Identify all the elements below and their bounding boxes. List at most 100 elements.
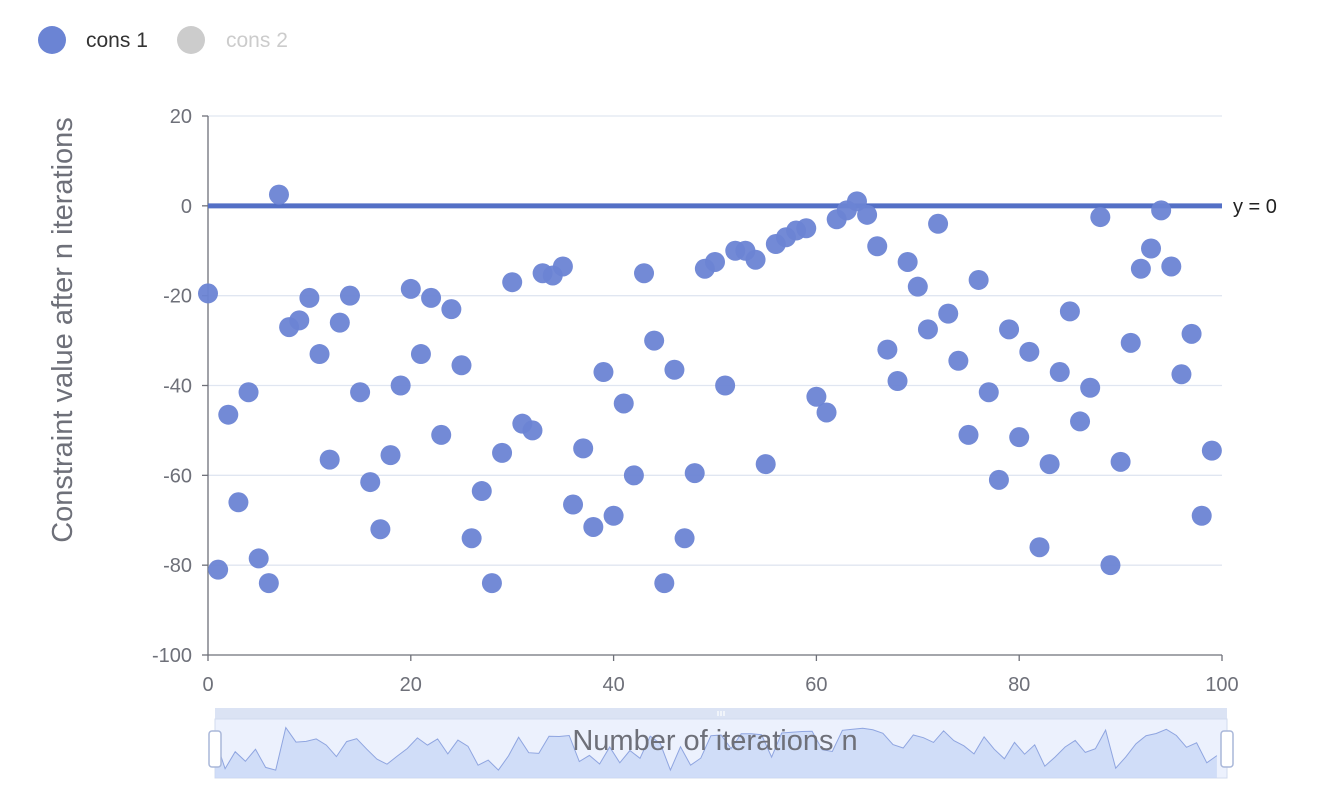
scatter-point bbox=[1019, 341, 1040, 362]
y-tick-label: 20 bbox=[170, 106, 192, 128]
scatter-point bbox=[268, 184, 289, 205]
scatter-point bbox=[1110, 451, 1131, 472]
scatter-point bbox=[198, 283, 218, 304]
scatter-point bbox=[928, 213, 949, 234]
x-axis-title: Number of iterations n bbox=[572, 725, 857, 757]
scatter-point bbox=[603, 505, 624, 526]
scatter-point bbox=[451, 355, 472, 376]
scatter-point bbox=[502, 272, 523, 293]
x-tick-label: 60 bbox=[805, 674, 827, 696]
scatter-point bbox=[1171, 364, 1192, 385]
datazoom-preview-line bbox=[214, 726, 1218, 772]
scatter-point bbox=[887, 371, 908, 392]
scatter-point bbox=[796, 218, 817, 239]
scatter-point bbox=[400, 278, 421, 299]
scatter-point bbox=[897, 251, 918, 272]
scatter-point bbox=[654, 573, 675, 594]
scatter-point bbox=[370, 519, 391, 540]
scatter-point bbox=[238, 382, 259, 403]
scatter-point bbox=[1100, 555, 1121, 576]
y-axis-title: Constraint value after n iterations bbox=[47, 117, 79, 543]
datazoom-handle-left[interactable] bbox=[208, 730, 222, 768]
legend-marker-cons-1[interactable] bbox=[38, 26, 66, 54]
y-tick-label: -20 bbox=[163, 286, 192, 308]
scatter-point bbox=[309, 344, 330, 365]
scatter-point bbox=[1090, 207, 1111, 228]
scatter-point bbox=[684, 463, 705, 484]
scatter-point bbox=[968, 269, 989, 290]
scatter-point bbox=[1059, 301, 1080, 322]
x-tick-label: 40 bbox=[602, 674, 624, 696]
scatter-point bbox=[573, 438, 594, 459]
scatter-point bbox=[431, 424, 452, 445]
scatter-point bbox=[208, 559, 229, 580]
scatter-point bbox=[248, 548, 269, 569]
datazoom-handle-right[interactable] bbox=[1220, 730, 1234, 768]
scatter-point bbox=[329, 312, 350, 333]
y-tick-label: -60 bbox=[163, 465, 192, 487]
scatter-point bbox=[907, 276, 928, 297]
scatter-point bbox=[1049, 362, 1070, 383]
scatter-point bbox=[674, 528, 695, 549]
scatter-point bbox=[1191, 505, 1212, 526]
datazoom-preview-area bbox=[215, 727, 1217, 778]
scatter-point bbox=[988, 469, 1009, 490]
x-tick-label: 0 bbox=[202, 674, 213, 696]
scatter-point bbox=[583, 516, 604, 537]
scatter-point bbox=[1080, 377, 1101, 398]
scatter-point bbox=[1201, 440, 1222, 461]
scatter-point bbox=[1181, 323, 1202, 344]
legend[interactable]: cons 1 cons 2 bbox=[38, 26, 288, 54]
scatter-point bbox=[350, 382, 371, 403]
scatter-point bbox=[1161, 256, 1182, 277]
scatter-point bbox=[806, 386, 827, 407]
scatter-point bbox=[644, 330, 665, 351]
markline-y-zero: y = 0 bbox=[208, 196, 1277, 218]
scatter-point bbox=[299, 287, 320, 308]
scatter-point bbox=[319, 449, 340, 470]
scatter-point bbox=[623, 465, 644, 486]
scatter-point bbox=[1070, 411, 1091, 432]
x-tick-label: 20 bbox=[400, 674, 422, 696]
scatter-point bbox=[613, 393, 634, 414]
scatter-point bbox=[978, 382, 999, 403]
scatter-series-cons-1 bbox=[198, 184, 1222, 594]
scatter-point bbox=[471, 481, 492, 502]
datazoom-slider[interactable] bbox=[208, 708, 1234, 779]
scatter-point bbox=[1130, 258, 1151, 279]
scatter-point bbox=[380, 445, 401, 466]
scatter-point bbox=[634, 263, 655, 284]
scatter-point bbox=[228, 492, 249, 513]
legend-label-cons-1[interactable]: cons 1 bbox=[86, 29, 148, 52]
scatter-point bbox=[938, 303, 959, 324]
y-tick-label: -80 bbox=[163, 555, 192, 577]
scatter-point bbox=[857, 204, 878, 225]
scatter-point bbox=[522, 420, 543, 441]
scatter-point bbox=[917, 319, 938, 340]
scatter-point bbox=[1151, 200, 1172, 221]
scatter-point bbox=[441, 299, 462, 320]
scatter-point bbox=[1029, 537, 1050, 558]
scatter-point bbox=[867, 236, 888, 257]
legend-label-cons-2[interactable]: cons 2 bbox=[226, 29, 288, 52]
scatter-point bbox=[816, 402, 837, 423]
scatter-point bbox=[552, 256, 573, 277]
scatter-point bbox=[958, 424, 979, 445]
scatter-point bbox=[877, 339, 898, 360]
scatter-point bbox=[360, 472, 381, 493]
scatter-point bbox=[593, 362, 614, 383]
markline-label: y = 0 bbox=[1233, 196, 1277, 218]
legend-marker-cons-2[interactable] bbox=[177, 26, 205, 54]
y-tick-label: 0 bbox=[181, 196, 192, 218]
scatter-point bbox=[948, 350, 969, 371]
scatter-point bbox=[492, 442, 513, 463]
scatter-point bbox=[705, 251, 725, 272]
x-tick-label: 80 bbox=[1008, 674, 1030, 696]
scatter-point bbox=[461, 528, 482, 549]
scatter-point bbox=[410, 344, 431, 365]
scatter-point bbox=[745, 249, 766, 270]
x-tick-label: 100 bbox=[1205, 674, 1238, 696]
scatter-point bbox=[481, 573, 502, 594]
scatter-point bbox=[339, 285, 360, 306]
